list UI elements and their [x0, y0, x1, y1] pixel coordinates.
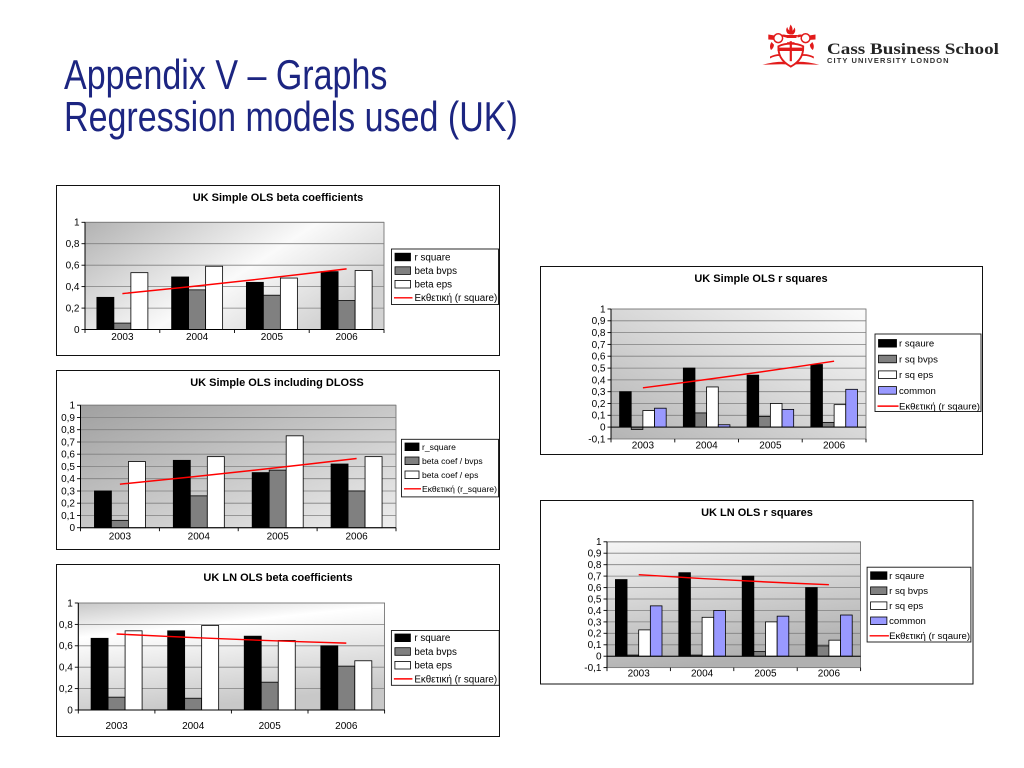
svg-text:2006: 2006	[345, 532, 368, 543]
svg-text:0,3: 0,3	[61, 486, 75, 497]
svg-text:0,4: 0,4	[588, 606, 602, 617]
svg-text:0,1: 0,1	[592, 411, 606, 422]
svg-text:0,4: 0,4	[59, 663, 73, 674]
svg-text:Εκθετική (r sqaure): Εκθετική (r sqaure)	[889, 631, 970, 642]
svg-text:1: 1	[74, 218, 80, 229]
svg-text:2004: 2004	[691, 669, 714, 680]
svg-text:2003: 2003	[109, 532, 132, 543]
svg-text:0,1: 0,1	[61, 511, 75, 522]
svg-text:0: 0	[67, 705, 73, 716]
svg-text:0,4: 0,4	[61, 474, 75, 485]
svg-text:0,2: 0,2	[66, 304, 80, 315]
svg-text:r square: r square	[415, 252, 451, 263]
svg-text:common: common	[889, 616, 926, 627]
svg-text:1: 1	[600, 304, 606, 315]
svg-text:0,4: 0,4	[66, 282, 80, 293]
svg-text:-0,1: -0,1	[584, 663, 602, 674]
svg-text:0,7: 0,7	[588, 572, 602, 583]
svg-text:2005: 2005	[759, 441, 782, 452]
svg-text:0,6: 0,6	[592, 352, 606, 363]
svg-text:2006: 2006	[335, 721, 358, 732]
svg-text:0,6: 0,6	[588, 583, 602, 594]
svg-text:2006: 2006	[818, 669, 841, 680]
svg-text:beta coef / bvps: beta coef / bvps	[422, 456, 483, 466]
svg-text:r_square: r_square	[422, 442, 456, 452]
svg-text:r sq bvps: r sq bvps	[889, 586, 928, 597]
svg-text:r square: r square	[414, 633, 450, 644]
svg-text:beta bvps: beta bvps	[414, 647, 457, 658]
svg-text:r sqaure: r sqaure	[889, 571, 924, 582]
svg-text:common: common	[899, 386, 936, 397]
svg-text:0,9: 0,9	[592, 316, 606, 327]
svg-text:0,6: 0,6	[66, 261, 80, 272]
svg-text:2004: 2004	[182, 721, 205, 732]
svg-text:Εκθετική (r square): Εκθετική (r square)	[415, 293, 498, 304]
svg-text:0,2: 0,2	[61, 499, 75, 510]
svg-text:beta bvps: beta bvps	[415, 266, 458, 277]
svg-text:UK LN OLS beta coefficients: UK LN OLS beta coefficients	[203, 572, 352, 584]
svg-text:2004: 2004	[695, 441, 718, 452]
svg-text:2003: 2003	[628, 669, 651, 680]
svg-text:1: 1	[67, 598, 73, 609]
svg-text:0: 0	[596, 652, 602, 663]
svg-text:2005: 2005	[754, 669, 777, 680]
svg-text:UK LN OLS r squares: UK LN OLS r squares	[701, 507, 813, 519]
svg-text:0,2: 0,2	[59, 684, 73, 695]
svg-text:2005: 2005	[261, 332, 284, 343]
svg-text:0,2: 0,2	[588, 629, 602, 640]
svg-text:0,5: 0,5	[61, 462, 75, 473]
svg-text:0,5: 0,5	[592, 364, 606, 375]
svg-text:2006: 2006	[335, 332, 358, 343]
svg-text:0,4: 0,4	[592, 375, 606, 386]
svg-text:0,9: 0,9	[61, 413, 75, 424]
svg-text:2004: 2004	[188, 532, 211, 543]
svg-text:0,8: 0,8	[588, 560, 602, 571]
svg-text:0,8: 0,8	[61, 425, 75, 436]
svg-text:UK Simple OLS r squares: UK Simple OLS r squares	[694, 273, 827, 285]
svg-text:0,7: 0,7	[61, 437, 75, 448]
svg-text:0,8: 0,8	[66, 239, 80, 250]
svg-text:0: 0	[600, 423, 606, 434]
svg-text:2003: 2003	[111, 332, 134, 343]
svg-text:2006: 2006	[823, 441, 846, 452]
svg-text:0,6: 0,6	[59, 641, 73, 652]
svg-text:UK Simple OLS including DLOSS: UK Simple OLS including DLOSS	[190, 377, 364, 389]
svg-text:2003: 2003	[105, 721, 128, 732]
svg-text:0,8: 0,8	[592, 328, 606, 339]
svg-text:2004: 2004	[186, 332, 209, 343]
svg-text:0: 0	[74, 325, 80, 336]
svg-text:0,6: 0,6	[61, 450, 75, 461]
svg-text:0,3: 0,3	[592, 387, 606, 398]
svg-text:0,8: 0,8	[59, 620, 73, 631]
svg-text:beta eps: beta eps	[415, 280, 453, 291]
svg-text:r sq bvps: r sq bvps	[899, 354, 938, 365]
svg-text:0,2: 0,2	[592, 399, 606, 410]
svg-text:2005: 2005	[259, 721, 282, 732]
svg-text:0,5: 0,5	[588, 594, 602, 605]
svg-text:beta coef / eps: beta coef / eps	[422, 470, 478, 480]
svg-text:2005: 2005	[267, 532, 290, 543]
svg-text:UK Simple OLS beta coefficient: UK Simple OLS beta coefficients	[193, 192, 364, 204]
svg-text:0: 0	[69, 523, 75, 534]
svg-text:Εκθετική (r_square): Εκθετική (r_square)	[422, 484, 497, 494]
svg-text:0,9: 0,9	[588, 549, 602, 560]
svg-text:1: 1	[69, 401, 75, 412]
svg-text:r sq eps: r sq eps	[899, 370, 933, 381]
svg-text:0,3: 0,3	[588, 617, 602, 628]
svg-text:beta eps: beta eps	[414, 661, 452, 672]
svg-text:r sq eps: r sq eps	[889, 601, 923, 612]
svg-text:Εκθετική (r square): Εκθετική (r square)	[414, 674, 497, 685]
svg-text:Εκθετική (r sqaure): Εκθετική (r sqaure)	[899, 402, 980, 413]
svg-text:0,7: 0,7	[592, 340, 606, 351]
svg-text:1: 1	[596, 537, 602, 548]
svg-text:-0,1: -0,1	[588, 434, 606, 445]
svg-text:r sqaure: r sqaure	[899, 339, 934, 350]
svg-text:0,1: 0,1	[588, 640, 602, 651]
svg-text:2003: 2003	[632, 441, 655, 452]
